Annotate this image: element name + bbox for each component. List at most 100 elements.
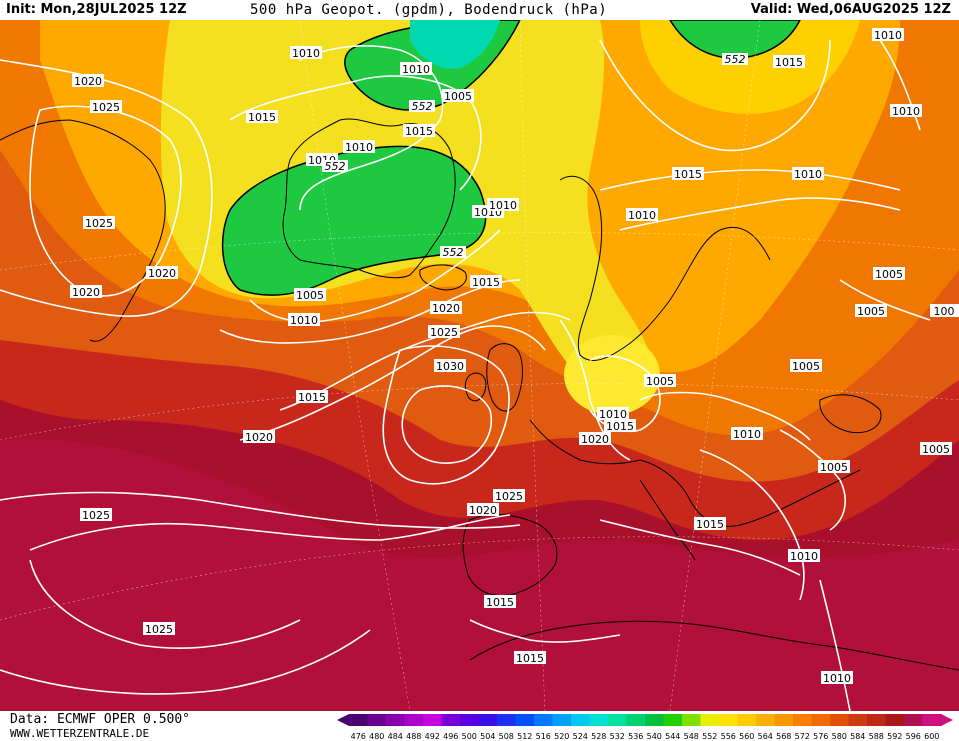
coast-scandinavia xyxy=(559,175,771,361)
isobar-label-text: 1015 xyxy=(674,168,702,181)
isobar-label-text: 1015 xyxy=(696,518,724,531)
coast-canada xyxy=(0,119,166,342)
legend-swatch xyxy=(737,714,757,726)
coast-africa xyxy=(469,620,959,671)
legend-arrow-right xyxy=(941,714,953,726)
isobar-label-text: 1005 xyxy=(646,375,674,388)
isobar-label: 1030 xyxy=(434,359,466,373)
isobar-label: 1025 xyxy=(143,622,175,636)
isobar-label: 1010 xyxy=(788,549,820,563)
graticule xyxy=(0,20,959,711)
legend-tick-label: 480 xyxy=(369,732,384,741)
isobar-label: 1015 xyxy=(672,167,704,181)
isobar-1015-greenland xyxy=(229,75,482,191)
legend-swatch xyxy=(904,714,923,726)
legend-swatch xyxy=(552,714,572,726)
coast-greenland xyxy=(282,118,456,279)
isobar-label-text: 1005 xyxy=(444,90,472,103)
coast-iberia xyxy=(462,514,558,597)
data-source: Data: ECMWF OPER 0.500° xyxy=(10,712,191,727)
isobar-label-text: 1010 xyxy=(489,199,517,212)
isobar-label-text: 1020 xyxy=(148,267,176,280)
isobar-label-text: 1015 xyxy=(516,652,544,665)
legend-swatch xyxy=(793,714,812,726)
isobar-label: 1005 xyxy=(790,359,822,373)
legend-tick-label: 532 xyxy=(610,732,625,741)
graticule-line xyxy=(519,20,546,711)
weather-map: 1010 1010 1005 1015 1010 1010 1020 1025 … xyxy=(0,20,959,711)
isobar-label: 1020 xyxy=(579,432,611,446)
coast-black-sea xyxy=(819,394,882,434)
legend-swatch xyxy=(404,714,424,726)
isobar-label: 1015 xyxy=(246,110,278,124)
legend-swatch xyxy=(460,714,479,726)
legend-tick-label: 600 xyxy=(924,732,939,741)
height-label-text: 552 xyxy=(325,160,346,173)
legend-tick-label: 584 xyxy=(850,732,865,741)
isobar-label: 1020 xyxy=(243,430,275,444)
isobar-label-text: 1010 xyxy=(402,63,430,76)
isobar-label: 1020 xyxy=(70,285,102,299)
graticule-line xyxy=(0,383,959,441)
legend-tick-label: 492 xyxy=(425,732,440,741)
isobar-label: 1010 xyxy=(890,104,922,118)
legend-swatch xyxy=(719,714,738,726)
legend-tick-label: 552 xyxy=(702,732,717,741)
legend-tick-label: 476 xyxy=(351,732,366,741)
legend-tick-label: 560 xyxy=(739,732,754,741)
isobar-1020-south xyxy=(0,491,521,529)
legend-tick-label: 540 xyxy=(647,732,662,741)
isobar-label: 1025 xyxy=(83,216,115,230)
legend-swatch xyxy=(885,714,905,726)
isobar-label-text: 1010 xyxy=(733,428,761,441)
legend-tick-label: 572 xyxy=(795,732,810,741)
legend-swatch xyxy=(478,714,498,726)
isobar-label: 1015 xyxy=(604,419,636,433)
isobar-label: 1010 xyxy=(821,671,853,685)
isobar-label: 1010 xyxy=(731,427,763,441)
isobar-label-text: 1020 xyxy=(245,431,273,444)
isobar-1005-ne xyxy=(839,279,931,321)
legend-swatch xyxy=(534,714,553,726)
isobar-label: 1005 xyxy=(873,267,905,281)
init-time: Init: Mon,28JUL2025 12Z xyxy=(6,2,187,17)
legend-tick-label: 592 xyxy=(887,732,902,741)
isobar-label-text: 1020 xyxy=(581,433,609,446)
legend-swatch xyxy=(497,714,516,726)
isobar-labels: 1010 1010 1005 1015 1010 1010 1020 1025 … xyxy=(70,28,959,685)
height-label-text: 552 xyxy=(725,53,746,66)
isobar-label-text: 1015 xyxy=(298,391,326,404)
legend-tick-label: 520 xyxy=(554,732,569,741)
zone-cyan xyxy=(410,20,500,69)
graticule-line xyxy=(0,536,959,621)
isobar-label-text: 1015 xyxy=(405,125,433,138)
isobar-label-text: 1020 xyxy=(432,302,460,315)
isobar-label-text: 1020 xyxy=(469,504,497,517)
isobar-label: 1025 xyxy=(80,508,112,522)
isobar-label-text: 1030 xyxy=(436,360,464,373)
isobar-label: 1015 xyxy=(470,275,502,289)
isobar-label: 1010 xyxy=(343,140,375,154)
legend-swatch xyxy=(811,714,831,726)
isobar-1025-west xyxy=(29,105,182,297)
isobar-label-text: 1005 xyxy=(857,305,885,318)
coast-british-isles xyxy=(486,343,523,412)
isobar-label-text: 1005 xyxy=(792,360,820,373)
isobar-label-text: 1015 xyxy=(775,56,803,69)
isobar-label: 1005 xyxy=(920,442,952,456)
legend-swatch xyxy=(645,714,664,726)
isobar-label-text: 1025 xyxy=(495,490,523,503)
isobar-label: 1005 xyxy=(644,374,676,388)
isobar-1005-europe xyxy=(639,391,811,441)
coast-ireland xyxy=(464,372,487,402)
legend-tick-label: 528 xyxy=(591,732,606,741)
isobar-label-text: 1010 xyxy=(345,141,373,154)
isobar-label-text: 1015 xyxy=(606,420,634,433)
legend-tick-label: 588 xyxy=(869,732,884,741)
legend-swatch xyxy=(423,714,442,726)
legend-tick-label: 544 xyxy=(665,732,680,741)
graticule-line xyxy=(299,20,411,711)
isobar-label: 1025 xyxy=(493,489,525,503)
header: Init: Mon,28JUL2025 12Z 500 hPa Geopot. … xyxy=(0,0,959,20)
legend-tick-label: 580 xyxy=(832,732,847,741)
